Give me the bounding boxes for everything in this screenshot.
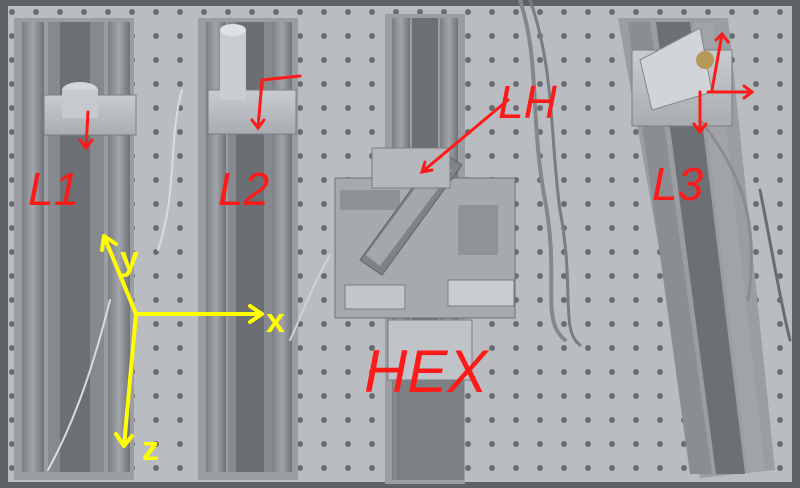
rail-l2 (198, 18, 298, 480)
axis-z-line (114, 312, 138, 448)
axis-x-line (134, 304, 264, 324)
arrow-lh (419, 98, 510, 174)
label-l1: L1 (28, 163, 79, 215)
rail-l1 (14, 18, 137, 480)
axis-label-x: x (266, 302, 285, 340)
label-hex: HEX (364, 338, 489, 405)
rail-l3 (618, 18, 775, 478)
cables (47, 0, 792, 471)
arrow-l2 (250, 74, 302, 131)
arrow-l3-right (706, 84, 755, 100)
label-l3: L3 (652, 158, 704, 210)
arrow-l3-down (692, 90, 708, 135)
axis-label-z: z (142, 430, 159, 468)
arrow-l3-up (710, 31, 730, 92)
axis-y-line (100, 234, 138, 316)
red-annotation-strokes (78, 31, 755, 174)
coordinate-axes (100, 234, 264, 448)
axis-label-y: y (120, 240, 139, 278)
label-l2: L2 (218, 163, 269, 215)
hexapod-stage (334, 147, 516, 480)
arrow-l1 (78, 110, 94, 151)
label-lh: LH (498, 76, 558, 128)
